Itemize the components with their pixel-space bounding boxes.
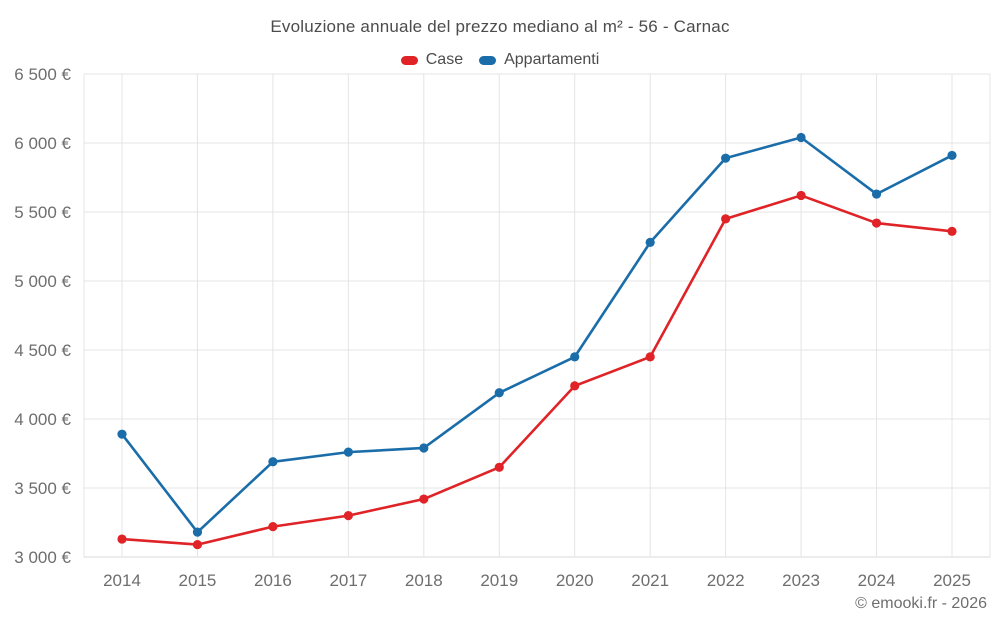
data-point-appartamenti-2020[interactable] bbox=[570, 352, 580, 362]
x-tick-label: 2017 bbox=[329, 571, 367, 590]
data-point-appartamenti-2023[interactable] bbox=[796, 132, 806, 143]
x-tick-label: 2019 bbox=[480, 571, 518, 590]
data-point-case-2016[interactable] bbox=[268, 522, 278, 532]
x-tick-label: 2015 bbox=[179, 571, 217, 590]
data-point-case-2019[interactable] bbox=[494, 462, 504, 472]
y-tick-label: 6 000 € bbox=[14, 134, 71, 153]
x-tick-label: 2024 bbox=[858, 571, 896, 590]
y-tick-label: 4 000 € bbox=[14, 410, 71, 429]
data-point-case-2018[interactable] bbox=[419, 494, 429, 504]
y-tick-label: 5 000 € bbox=[14, 272, 71, 291]
case-series-swatch-icon bbox=[400, 55, 418, 65]
data-point-appartamenti-2016[interactable] bbox=[268, 457, 278, 467]
appartamenti-series-swatch-icon bbox=[479, 55, 497, 65]
y-tick-label: 3 500 € bbox=[14, 479, 71, 498]
data-point-appartamenti-2019[interactable] bbox=[494, 388, 504, 398]
x-tick-label: 2022 bbox=[707, 571, 745, 590]
data-point-appartamenti-2015[interactable] bbox=[192, 527, 203, 537]
data-point-case-2025[interactable] bbox=[947, 226, 957, 236]
x-tick-label: 2014 bbox=[103, 571, 141, 590]
copyright-notice: © emooki.fr - 2026 bbox=[855, 595, 987, 612]
legend-label-appartamenti: Appartamenti bbox=[504, 51, 600, 68]
legend-label-case: Case bbox=[425, 51, 464, 68]
data-point-case-2023[interactable] bbox=[796, 190, 806, 201]
series-line-appartamenti bbox=[120, 136, 954, 534]
y-tick-label: 6 500 € bbox=[14, 65, 71, 84]
data-point-appartamenti-2017[interactable] bbox=[343, 447, 353, 457]
y-tick-label: 5 500 € bbox=[14, 203, 71, 222]
x-tick-label: 2021 bbox=[631, 571, 669, 590]
data-point-appartamenti-2018[interactable] bbox=[419, 443, 429, 453]
data-point-case-2021[interactable] bbox=[645, 352, 655, 362]
x-tick-label: 2020 bbox=[556, 571, 594, 590]
data-point-appartamenti-2024[interactable] bbox=[871, 189, 882, 199]
data-point-appartamenti-2025[interactable] bbox=[947, 150, 957, 161]
chart-legend: Case Appartamenti bbox=[0, 51, 1000, 69]
x-tick-label: 2018 bbox=[405, 571, 443, 590]
data-point-case-2014[interactable] bbox=[117, 534, 127, 544]
legend-item-case[interactable]: Case bbox=[400, 51, 464, 69]
data-point-appartamenti-2022[interactable] bbox=[721, 153, 731, 163]
chart-title: Evoluzione annuale del prezzo mediano al… bbox=[270, 17, 730, 36]
data-point-case-2024[interactable] bbox=[871, 218, 882, 228]
legend-item-appartamenti[interactable]: Appartamenti bbox=[479, 51, 599, 69]
x-tick-label: 2023 bbox=[782, 571, 820, 590]
data-point-case-2020[interactable] bbox=[570, 381, 580, 391]
data-point-appartamenti-2014[interactable] bbox=[117, 429, 127, 439]
series-line-case bbox=[120, 194, 954, 546]
y-tick-label: 3 000 € bbox=[14, 548, 71, 567]
x-tick-label: 2025 bbox=[933, 571, 971, 590]
data-point-case-2015[interactable] bbox=[192, 539, 203, 550]
y-tick-label: 4 500 € bbox=[14, 341, 71, 360]
data-point-case-2022[interactable] bbox=[721, 214, 731, 224]
x-tick-label: 2016 bbox=[254, 571, 292, 590]
data-point-case-2017[interactable] bbox=[343, 510, 353, 521]
data-point-appartamenti-2021[interactable] bbox=[645, 237, 655, 247]
